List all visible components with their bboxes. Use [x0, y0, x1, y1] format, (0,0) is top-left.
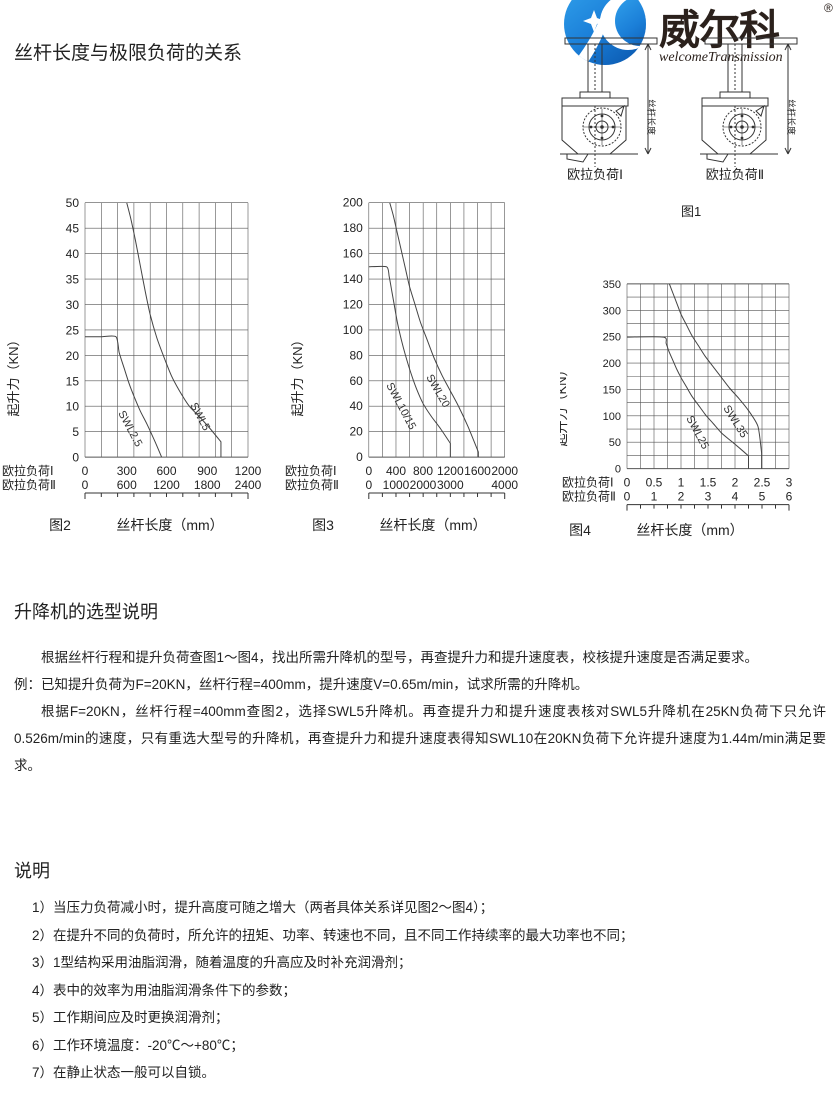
svg-text:30: 30: [66, 298, 80, 312]
svg-text:5: 5: [759, 490, 766, 504]
svg-text:0: 0: [624, 490, 631, 504]
svg-text:丝杆长度（mm）: 丝杆长度（mm）: [116, 517, 223, 533]
svg-text:1800: 1800: [194, 478, 221, 492]
svg-text:250: 250: [603, 332, 621, 344]
svg-text:350: 350: [603, 280, 621, 291]
svg-text:200: 200: [343, 196, 363, 210]
svg-text:60: 60: [349, 374, 363, 388]
svg-text:80: 80: [349, 348, 363, 362]
svg-text:欧拉负荷Ⅱ: 欧拉负荷Ⅱ: [562, 489, 616, 504]
svg-text:20: 20: [349, 425, 363, 439]
svg-text:40: 40: [66, 247, 80, 261]
svg-text:欧拉负荷Ⅱ: 欧拉负荷Ⅱ: [2, 477, 56, 492]
svg-text:40: 40: [349, 399, 363, 413]
svg-text:1: 1: [678, 476, 685, 490]
svg-text:0: 0: [82, 478, 89, 492]
svg-text:丝杆长度: 丝杆长度: [786, 99, 797, 135]
svg-text:欧拉负荷Ⅰ: 欧拉负荷Ⅰ: [567, 167, 623, 182]
svg-text:2: 2: [732, 476, 739, 490]
svg-text:2.5: 2.5: [754, 476, 771, 490]
svg-text:180: 180: [343, 221, 363, 235]
svg-text:1200: 1200: [235, 464, 262, 478]
svg-text:丝杆长度（mm）: 丝杆长度（mm）: [379, 517, 486, 533]
svg-text:欧拉负荷Ⅱ: 欧拉负荷Ⅱ: [706, 167, 764, 182]
svg-text:1: 1: [651, 490, 658, 504]
svg-text:欧拉负荷Ⅰ: 欧拉负荷Ⅰ: [285, 463, 337, 478]
svg-text:2000: 2000: [491, 464, 518, 478]
svg-text:0: 0: [615, 464, 621, 476]
svg-text:25: 25: [66, 323, 80, 337]
svg-text:®: ®: [824, 1, 833, 15]
svg-text:1.5: 1.5: [700, 476, 717, 490]
svg-text:0: 0: [365, 464, 372, 478]
svg-text:800: 800: [413, 464, 433, 478]
svg-text:50: 50: [66, 196, 80, 210]
svg-text:3000: 3000: [437, 478, 464, 492]
svg-text:400: 400: [386, 464, 406, 478]
svg-text:起升力（KN）: 起升力（KN）: [560, 363, 569, 446]
svg-text:F: F: [680, 14, 686, 25]
svg-text:6: 6: [786, 490, 793, 504]
svg-text:10: 10: [66, 400, 80, 414]
svg-text:4000: 4000: [491, 478, 518, 492]
svg-text:160: 160: [343, 247, 363, 261]
svg-text:100: 100: [603, 411, 621, 423]
svg-text:起升力（KN）: 起升力（KN）: [290, 333, 305, 416]
svg-text:15: 15: [66, 374, 80, 388]
svg-text:900: 900: [197, 464, 217, 478]
svg-text:1200: 1200: [153, 478, 180, 492]
svg-text:45: 45: [66, 222, 80, 236]
svg-text:0: 0: [365, 478, 372, 492]
svg-text:120: 120: [343, 297, 363, 311]
svg-text:2000: 2000: [410, 478, 437, 492]
svg-text:50: 50: [609, 437, 621, 449]
svg-text:图4: 图4: [569, 522, 591, 538]
svg-text:图3: 图3: [312, 517, 334, 533]
svg-text:2: 2: [678, 490, 685, 504]
svg-text:1600: 1600: [464, 464, 491, 478]
svg-text:35: 35: [66, 273, 80, 287]
svg-text:SWL20: SWL20: [423, 373, 451, 410]
svg-text:0.5: 0.5: [646, 476, 663, 490]
svg-text:300: 300: [117, 464, 137, 478]
svg-text:欧拉负荷Ⅰ: 欧拉负荷Ⅰ: [562, 475, 614, 490]
svg-text:150: 150: [603, 384, 621, 396]
svg-text:200: 200: [603, 358, 621, 370]
svg-text:0: 0: [356, 450, 363, 464]
svg-text:5: 5: [72, 425, 79, 439]
svg-text:SWL5: SWL5: [187, 401, 212, 433]
svg-text:欧拉负荷Ⅰ: 欧拉负荷Ⅰ: [2, 463, 54, 478]
svg-text:600: 600: [117, 478, 137, 492]
svg-text:1000: 1000: [383, 478, 410, 492]
svg-text:3: 3: [705, 490, 712, 504]
svg-text:丝杆长度（mm）: 丝杆长度（mm）: [636, 522, 743, 538]
svg-text:2400: 2400: [235, 478, 262, 492]
svg-text:图2: 图2: [49, 517, 71, 533]
svg-text:600: 600: [156, 464, 176, 478]
svg-text:140: 140: [343, 272, 363, 286]
svg-text:丝杆长度: 丝杆长度: [646, 99, 657, 135]
svg-text:起升力（KN）: 起升力（KN）: [6, 333, 21, 416]
svg-text:3: 3: [786, 476, 793, 490]
svg-text:20: 20: [66, 349, 80, 363]
svg-text:SWL2.5: SWL2.5: [115, 409, 144, 449]
svg-text:300: 300: [603, 305, 621, 317]
svg-text:0: 0: [72, 451, 79, 465]
svg-text:1200: 1200: [437, 464, 464, 478]
svg-text:4: 4: [732, 490, 739, 504]
svg-text:100: 100: [343, 323, 363, 337]
svg-text:0: 0: [82, 464, 89, 478]
svg-text:0: 0: [624, 476, 631, 490]
svg-text:欧拉负荷Ⅱ: 欧拉负荷Ⅱ: [285, 477, 339, 492]
svg-text:SWL25: SWL25: [683, 414, 711, 451]
